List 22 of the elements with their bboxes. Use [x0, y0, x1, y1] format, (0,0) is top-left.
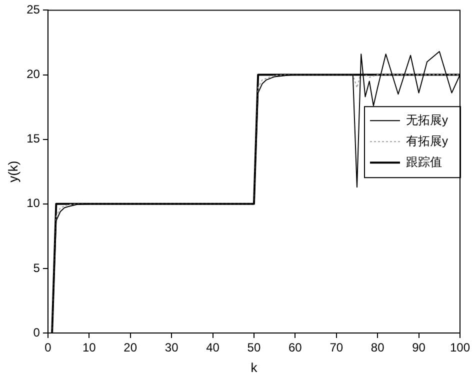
y-tick-label: 15 — [26, 132, 40, 146]
x-tick-label: 50 — [247, 340, 261, 355]
y-tick-label: 25 — [26, 2, 40, 17]
y-tick-label: 0 — [33, 325, 40, 340]
legend-label: 跟踪值 — [406, 154, 442, 169]
x-tick-label: 100 — [450, 340, 470, 355]
legend-label: 无拓展y — [406, 112, 448, 127]
y-tick-label: 20 — [26, 67, 40, 82]
x-tick-label: 20 — [124, 340, 138, 355]
x-tick-label: 70 — [330, 340, 344, 355]
x-axis-title: k — [250, 360, 258, 375]
x-tick-label: 10 — [82, 340, 96, 355]
x-tick-label: 0 — [44, 340, 52, 355]
x-tick-label: 30 — [164, 340, 179, 355]
y-tick-label: 10 — [26, 196, 40, 210]
x-tick-label: 40 — [206, 340, 220, 355]
x-tick-label: 60 — [288, 340, 302, 355]
x-tick-label: 90 — [412, 340, 426, 355]
legend-label: 有拓展y — [406, 134, 448, 148]
y-axis-title: y(k) — [5, 160, 20, 182]
y-tick-label: 5 — [33, 260, 40, 275]
x-tick-label: 80 — [370, 340, 385, 355]
